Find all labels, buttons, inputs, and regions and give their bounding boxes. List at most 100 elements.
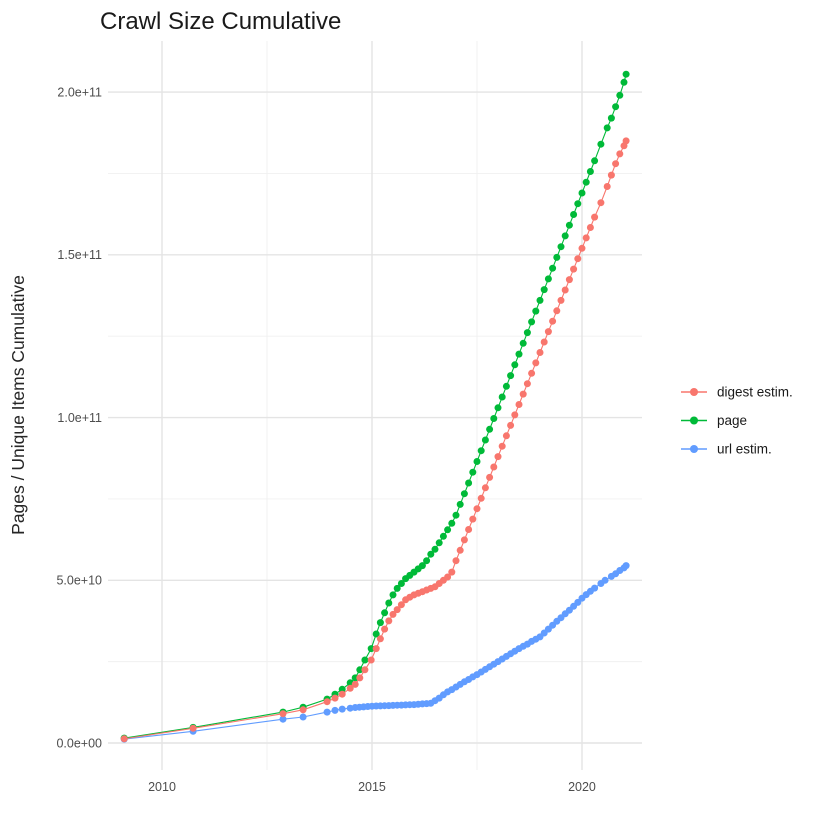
data-point-digest-estim (565, 276, 573, 284)
y-tick-label: 1.5e+11 (57, 248, 102, 262)
data-point-digest-estim (561, 286, 569, 294)
data-point-page (502, 382, 510, 390)
y-tick-label: 0.0e+00 (56, 736, 102, 750)
data-point-page (603, 124, 611, 132)
data-point-digest-estim (444, 573, 452, 581)
data-point-page (591, 157, 599, 165)
legend-label-page: page (717, 413, 747, 428)
y-axis-title: Pages / Unique Items Cumulative (8, 275, 28, 535)
data-point-digest-estim (351, 680, 359, 688)
data-point-page (418, 562, 426, 570)
data-point-page (532, 307, 540, 315)
data-point-page (460, 490, 468, 498)
data-point-page (494, 404, 502, 412)
data-point-page (578, 189, 586, 197)
data-point-page (393, 584, 401, 592)
data-point-digest-estim (607, 171, 615, 179)
data-point-page (376, 619, 384, 627)
data-point-page (367, 645, 375, 653)
data-point-page (490, 415, 498, 422)
y-tick-label: 1.0e+11 (57, 411, 102, 425)
data-point-page (557, 243, 565, 251)
legend: digest estim. page url estim. (681, 385, 793, 457)
data-point-digest-estim (490, 463, 498, 471)
data-point-digest-estim (578, 244, 586, 252)
data-point-page (427, 550, 435, 558)
data-point-digest-estim (616, 150, 624, 158)
data-point-page (456, 500, 464, 508)
x-tick-label: 2020 (568, 780, 596, 794)
data-point-digest-estim (553, 307, 561, 315)
data-point-page (544, 275, 552, 283)
data-series-layer (120, 70, 630, 743)
data-point-digest-estim (331, 694, 339, 702)
data-point-digest-estim (536, 349, 544, 356)
data-point-digest-estim (361, 666, 369, 674)
x-tick-label: 2010 (148, 780, 176, 794)
data-point-digest-estim (460, 536, 468, 544)
data-point-page (448, 519, 456, 527)
x-tick-label: 2015 (358, 780, 386, 794)
data-point-digest-estim (549, 317, 557, 325)
data-point-digest-estim (523, 380, 531, 388)
data-point-digest-estim (515, 401, 523, 408)
data-point-page (498, 393, 506, 401)
major-gridlines (108, 41, 642, 770)
data-point-digest-estim (385, 617, 393, 625)
legend-entry-digest-estim: digest estim. (681, 385, 793, 400)
data-point-digest-estim (544, 328, 552, 336)
data-point-digest-estim (356, 674, 364, 682)
data-point-page (586, 168, 594, 175)
data-point-digest-estim (477, 494, 485, 502)
data-point-page (607, 114, 615, 122)
data-point-url-estim (338, 705, 346, 713)
data-point-digest-estim (481, 484, 489, 492)
data-point-digest-estim (397, 601, 405, 609)
data-point-page (507, 372, 515, 380)
data-point-page (356, 666, 364, 674)
data-point-page (597, 140, 605, 148)
data-point-digest-estim (367, 656, 375, 664)
data-point-page (473, 458, 481, 465)
data-point-digest-estim (574, 255, 582, 263)
data-point-page (540, 286, 548, 294)
data-point-page (338, 685, 346, 693)
data-point-page (431, 545, 439, 553)
y-tick-label: 5.0e+10 (56, 574, 102, 588)
data-point-digest-estim (299, 706, 307, 714)
data-point-digest-estim (498, 442, 506, 450)
data-point-page (381, 609, 389, 617)
minor-gridlines (108, 41, 642, 770)
data-point-page (574, 200, 582, 208)
data-point-page (622, 70, 630, 78)
data-point-page (582, 178, 590, 186)
legend-key-dot-page (690, 416, 698, 425)
legend-label-digest-estim: digest estim. (717, 385, 793, 400)
data-point-digest-estim (448, 568, 456, 576)
data-point-digest-estim (507, 421, 515, 429)
data-point-page (612, 103, 620, 111)
legend-entry-url-estim: url estim. (681, 442, 772, 457)
data-point-digest-estim (603, 183, 611, 190)
data-point-digest-estim (612, 160, 620, 168)
data-point-page (469, 468, 477, 476)
data-point-page (439, 532, 447, 540)
data-point-page (528, 318, 536, 326)
data-point-page (620, 78, 628, 86)
data-point-url-estim (299, 713, 307, 721)
data-point-digest-estim (473, 505, 481, 513)
legend-entry-page: page (681, 413, 747, 428)
legend-label-url-estim: url estim. (717, 442, 772, 457)
data-point-page (570, 211, 578, 218)
data-point-page (361, 656, 369, 664)
data-point-digest-estim (452, 557, 460, 565)
data-point-digest-estim (570, 265, 578, 273)
data-point-page (515, 350, 523, 358)
data-point-page (385, 599, 393, 607)
data-point-url-estim (591, 584, 599, 592)
data-point-page (444, 526, 452, 534)
data-point-url-estim (622, 562, 630, 570)
axis-tick-labels: 2010 2015 2020 0.0e+00 5.0e+10 1.0e+11 1.5e+11… (56, 85, 595, 794)
data-point-digest-estim (346, 684, 354, 692)
